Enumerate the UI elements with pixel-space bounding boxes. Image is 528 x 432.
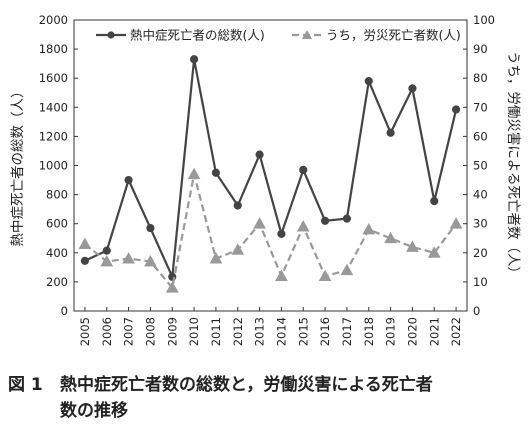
x-tick-label: 2011 <box>209 317 223 346</box>
series-point <box>362 222 376 235</box>
y-right-tick-label: 60 <box>473 129 488 143</box>
series-point <box>342 214 352 223</box>
caption-line-2: 数の推移 <box>60 401 128 421</box>
x-tick-label: 2022 <box>449 317 463 346</box>
tick-labels: 0 200 400 600 800 1000 1200 1400 1600 1800 2000 0 10… <box>39 13 495 346</box>
y-left-tick-label: 400 <box>46 246 68 260</box>
y-right-tick-label: 70 <box>473 100 488 114</box>
series-point <box>449 217 463 229</box>
x-tick-label: 2005 <box>78 317 92 346</box>
caption-line-1: 熱中症死亡者数の総数と，労働災害による死亡者 <box>60 375 433 395</box>
series-point <box>80 256 90 265</box>
y-left-tick-label: 600 <box>46 217 68 231</box>
y-left-tick-label: 2000 <box>39 13 68 27</box>
x-tick-label: 2006 <box>100 317 114 346</box>
x-tick-label: 2020 <box>405 317 419 346</box>
series-point <box>386 128 395 137</box>
y-left-tick-label: 1800 <box>39 42 68 56</box>
series-point <box>209 252 223 264</box>
series-point <box>277 229 286 238</box>
legend-label: うち，労災死亡者数(人) <box>326 28 461 43</box>
legend-swatch-marker <box>302 30 312 39</box>
y-right-tick-label: 30 <box>473 217 488 231</box>
series-point <box>299 165 308 174</box>
y-left-tick-label: 800 <box>46 188 68 202</box>
y-right-tick-label: 40 <box>473 188 488 202</box>
y-axis-right-title: うち，労働災害による死亡者数（人） <box>505 51 521 280</box>
series-point <box>275 269 288 281</box>
axes <box>73 19 468 312</box>
series-point <box>124 175 133 185</box>
series-point <box>296 220 310 232</box>
x-tick-label: 2017 <box>340 317 354 346</box>
series-point <box>231 243 245 255</box>
series-point <box>102 246 111 255</box>
figure-caption: 図 1 熱中症死亡者数の総数と，労働災害による死亡者 数の推移 <box>8 372 528 424</box>
y-left-tick-label: 1200 <box>39 129 68 143</box>
y-right-tick-label: 20 <box>473 246 488 260</box>
y-right-tick-label: 90 <box>473 42 488 56</box>
series-point <box>165 281 179 293</box>
y-right-tick-label: 10 <box>473 275 488 289</box>
legend: 熱中症死亡者の総数(人) うち，労災死亡者数(人) <box>96 28 461 43</box>
series-point <box>430 197 439 206</box>
legend-swatch-marker <box>107 31 115 39</box>
series-point <box>189 55 199 64</box>
x-tick-label: 2012 <box>231 317 245 346</box>
y-left-tick-label: 1400 <box>39 100 68 114</box>
y-axis-left-title: 熱中症死亡者の総数（人） <box>10 85 26 247</box>
chart: 0 200 400 600 800 1000 1200 1400 1600 1800 2000 0 10… <box>10 13 521 346</box>
series-point <box>408 84 417 93</box>
series-point <box>233 201 242 210</box>
series-point <box>253 217 266 229</box>
x-tick-label: 2016 <box>318 317 332 346</box>
x-tick-label: 2014 <box>274 317 288 346</box>
y-right-tick-label: 0 <box>473 304 480 318</box>
series-point <box>78 237 92 249</box>
x-tick-label: 2018 <box>362 317 376 346</box>
series-point <box>144 255 157 267</box>
series-point <box>255 150 264 159</box>
y-left-tick-label: 0 <box>61 304 68 318</box>
series-point <box>384 231 397 244</box>
series-point <box>427 246 441 258</box>
series-point <box>406 240 419 252</box>
y-right-tick-label: 100 <box>473 13 495 27</box>
series-point <box>211 168 221 177</box>
y-left-tick-label: 1600 <box>39 71 68 85</box>
x-tick-label: 2010 <box>187 317 201 346</box>
series-point <box>100 255 114 267</box>
x-tick-label: 2021 <box>427 317 441 346</box>
series-point <box>146 223 155 233</box>
series-point <box>187 167 201 180</box>
series-point <box>122 252 135 264</box>
series <box>78 55 463 293</box>
x-tick-label: 2015 <box>296 317 310 346</box>
series-point <box>340 263 354 276</box>
plot-frame <box>73 19 468 312</box>
figure-label: 図 1 <box>8 375 43 395</box>
series-line <box>84 59 458 282</box>
x-tick-label: 2013 <box>253 317 267 346</box>
legend-label: 熱中症死亡者の総数(人) <box>130 28 265 43</box>
x-tick-label: 2009 <box>165 317 179 346</box>
series-point <box>364 77 373 86</box>
y-right-tick-label: 80 <box>473 71 488 85</box>
series-point <box>451 105 461 114</box>
x-tick-label: 2007 <box>122 317 136 346</box>
y-left-tick-label: 1000 <box>39 159 68 173</box>
y-right-tick-label: 50 <box>473 159 488 173</box>
x-tick-label: 2019 <box>384 317 398 346</box>
x-tick-label: 2008 <box>143 317 157 346</box>
y-left-tick-label: 200 <box>46 275 68 289</box>
series-point <box>320 216 330 225</box>
series-point <box>318 269 332 281</box>
